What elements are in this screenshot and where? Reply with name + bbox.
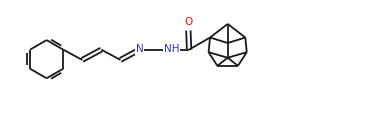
Text: NH: NH xyxy=(164,44,179,54)
Text: O: O xyxy=(184,17,192,27)
Text: N: N xyxy=(136,44,144,54)
